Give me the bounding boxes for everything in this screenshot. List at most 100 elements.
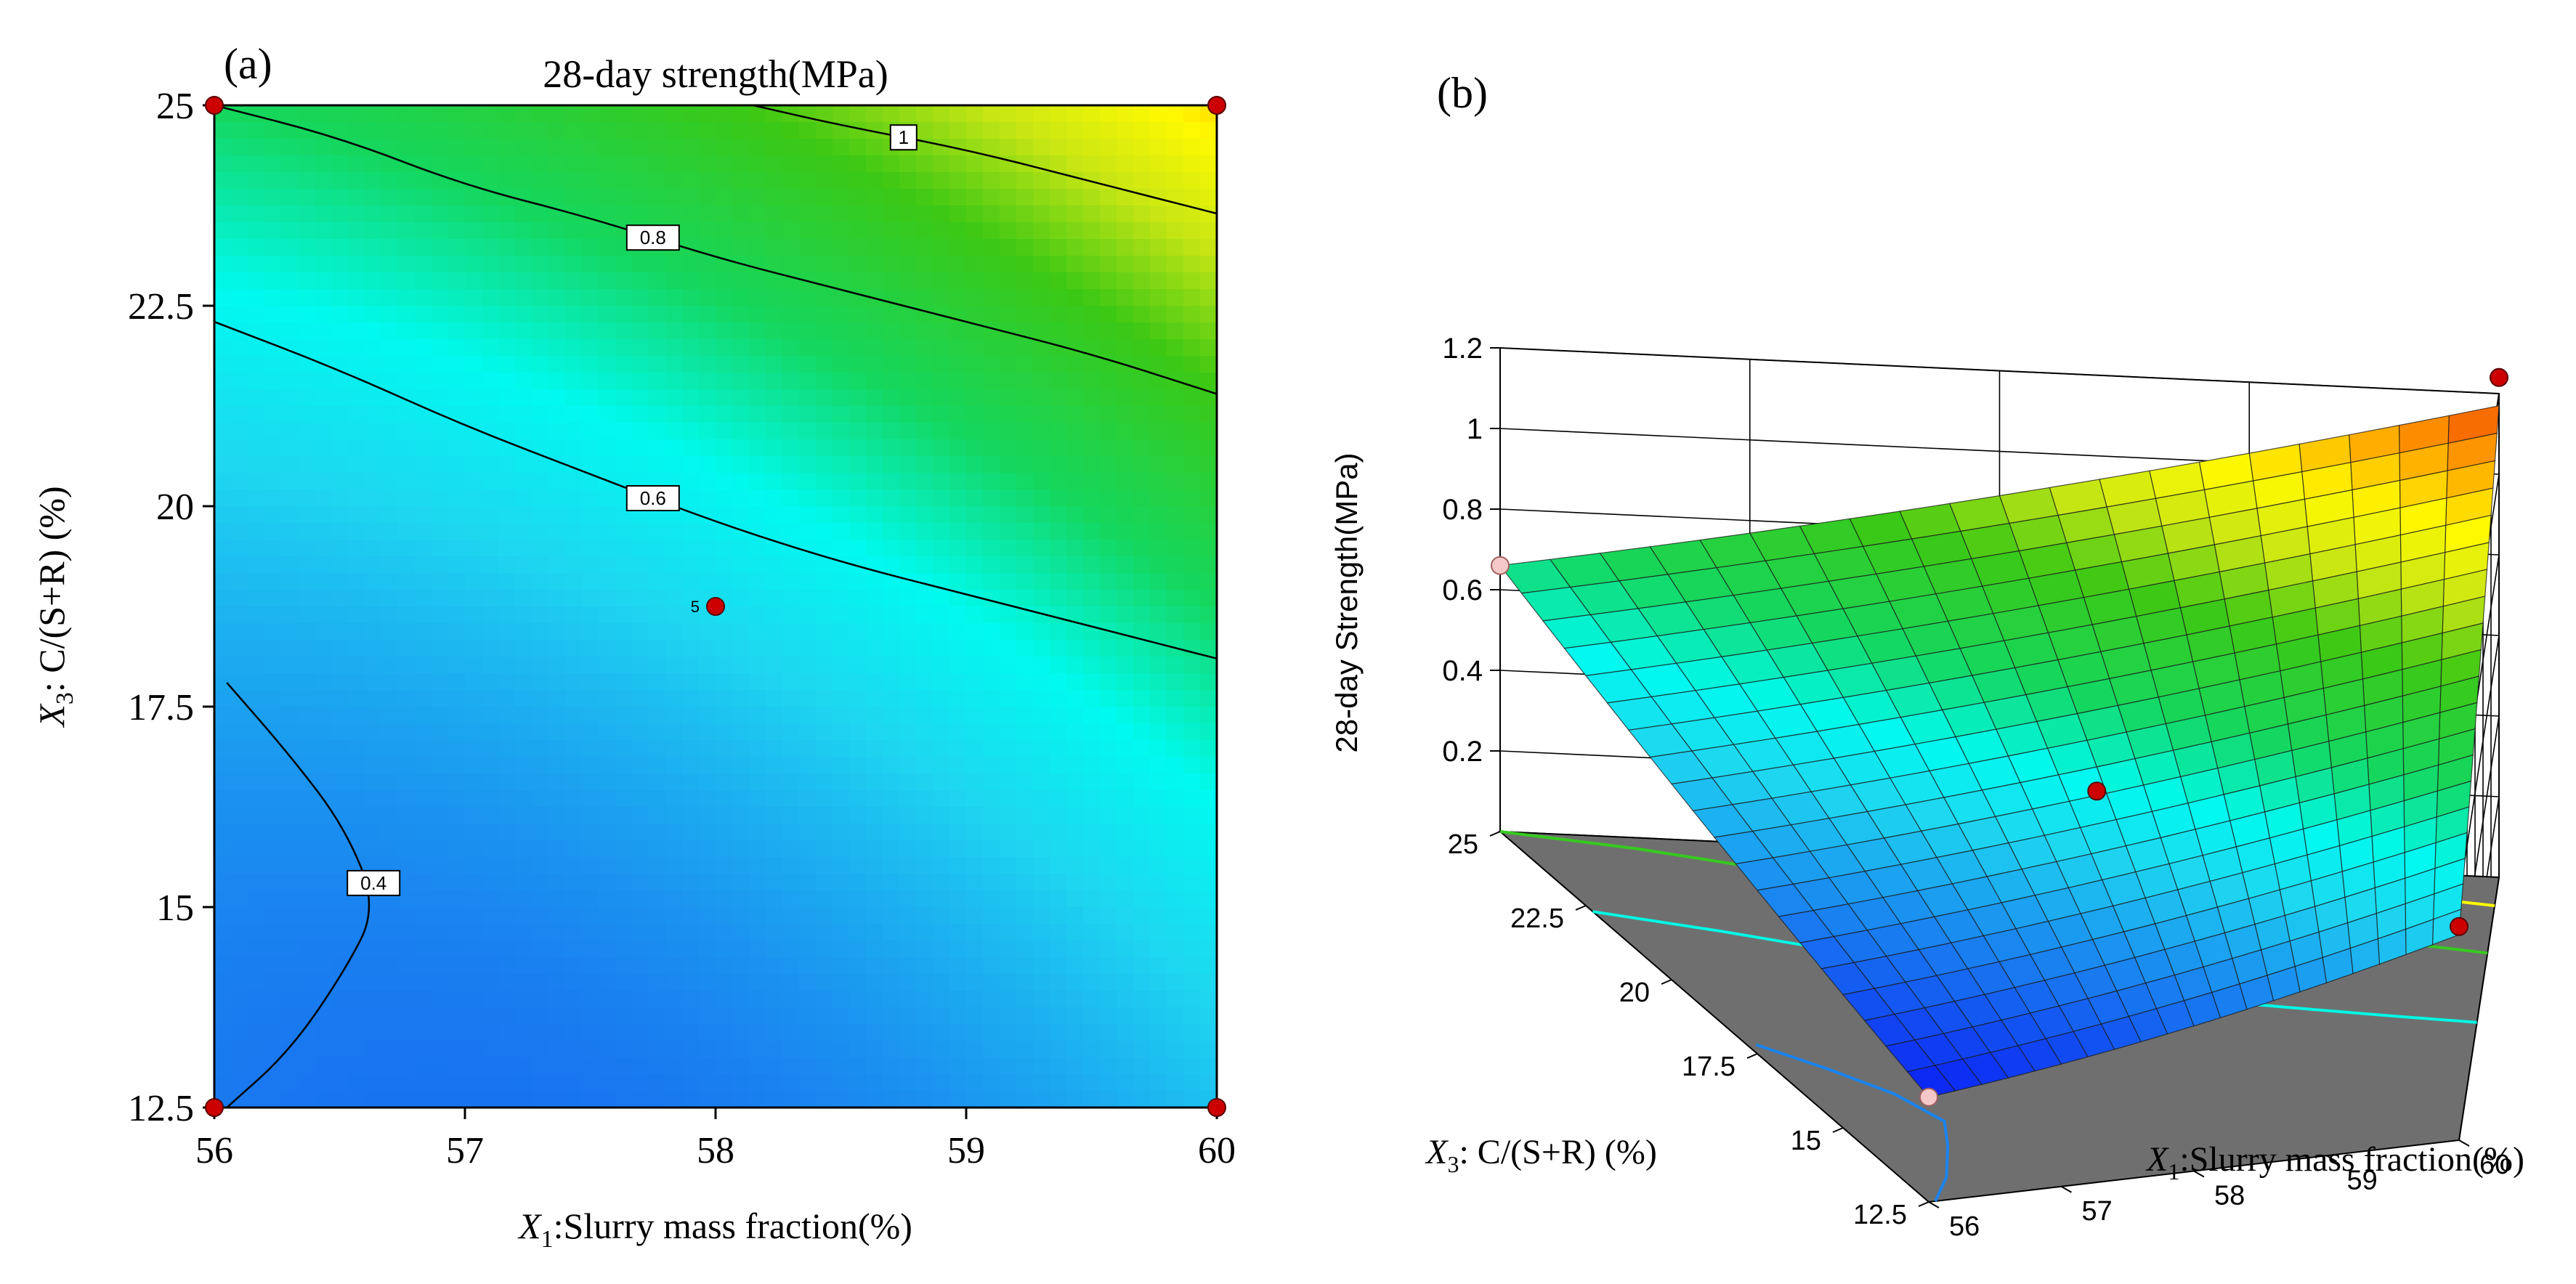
- heatmap-cell: [231, 857, 248, 874]
- heatmap-cell: [983, 790, 1000, 808]
- heatmap-cell: [1133, 740, 1151, 757]
- heatmap-cell: [331, 673, 349, 691]
- heatmap-cell: [966, 673, 984, 691]
- heatmap-cell: [983, 773, 1000, 791]
- heatmap-cell: [749, 991, 766, 1008]
- heatmap-cell: [933, 1041, 950, 1058]
- heatmap-cell: [665, 673, 683, 691]
- heatmap-cell: [933, 272, 950, 290]
- heatmap-cell: [532, 940, 549, 958]
- heatmap-cell: [1050, 1091, 1067, 1108]
- heatmap-cell: [816, 556, 833, 574]
- heatmap-cell: [1150, 1041, 1167, 1058]
- heatmap-cell: [532, 272, 549, 290]
- heatmap-cell: [432, 389, 449, 407]
- heatmap-cell: [949, 606, 967, 624]
- heatmap-cell: [833, 991, 850, 1008]
- heatmap-cell: [883, 222, 900, 240]
- heatmap-cell: [515, 306, 532, 323]
- heatmap-cell: [615, 991, 633, 1008]
- heatmap-cell: [732, 206, 750, 223]
- heatmap-cell: [298, 623, 315, 641]
- heatmap-cell: [248, 356, 265, 373]
- heatmap-cell: [1117, 890, 1134, 908]
- heatmap-cell: [766, 373, 783, 390]
- heatmap-cell: [665, 857, 683, 874]
- heatmap-cell: [1066, 172, 1084, 190]
- heatmap-cell: [799, 907, 817, 925]
- heatmap-cell: [315, 1074, 332, 1092]
- heatmap-cell: [465, 740, 482, 757]
- heatmap-cell: [649, 707, 666, 724]
- heatmap-cell: [1133, 105, 1151, 123]
- heatmap-cell: [548, 991, 566, 1008]
- heatmap-cell: [766, 940, 783, 958]
- heatmap-cell: [331, 406, 349, 423]
- heatmap-cell: [665, 907, 683, 925]
- heatmap-cell: [599, 523, 616, 540]
- heatmap-cell: [1050, 807, 1067, 824]
- heatmap-cell: [749, 189, 766, 206]
- x1-tick-label: 57: [2082, 1196, 2113, 1227]
- heatmap-cell: [448, 322, 466, 340]
- heatmap-cell: [532, 456, 549, 474]
- heatmap-cell: [281, 206, 299, 223]
- heatmap-cell: [248, 155, 265, 173]
- heatmap-cell: [365, 189, 382, 206]
- heatmap-cell: [448, 155, 466, 173]
- heatmap-cell: [1200, 306, 1217, 323]
- heatmap-cell: [1083, 540, 1101, 557]
- heatmap-cell: [615, 1091, 633, 1108]
- heatmap-cell: [1083, 206, 1101, 223]
- heatmap-cell: [565, 991, 583, 1008]
- heatmap-cell: [248, 857, 265, 874]
- heatmap-cell: [866, 206, 883, 223]
- heatmap-cell: [933, 423, 950, 440]
- heatmap-cell: [415, 1024, 432, 1041]
- heatmap-cell: [682, 857, 700, 874]
- heatmap-cell: [415, 1007, 432, 1025]
- heatmap-cell: [599, 974, 616, 991]
- heatmap-cell: [415, 189, 432, 206]
- heatmap-cell: [1117, 924, 1134, 941]
- heatmap-cell: [264, 322, 282, 340]
- heatmap-cell: [866, 389, 883, 407]
- heatmap-cell: [298, 139, 315, 156]
- heatmap-cell: [1150, 657, 1167, 674]
- heatmap-cell: [465, 1024, 482, 1041]
- heatmap-cell: [632, 523, 649, 540]
- heatmap-cell: [565, 723, 583, 741]
- heatmap-cell: [348, 924, 365, 941]
- heatmap-cell: [298, 540, 315, 557]
- heatmap-cell: [298, 757, 315, 774]
- heatmap-cell: [348, 189, 365, 206]
- heatmap-cell: [398, 590, 416, 607]
- heatmap-cell: [482, 373, 499, 390]
- heatmap-cell: [498, 824, 516, 841]
- heatmap-cell: [799, 573, 817, 590]
- heatmap-cell: [632, 974, 649, 991]
- heatmap-cell: [415, 322, 432, 340]
- heatmap-cell: [1050, 289, 1067, 306]
- heatmap-cell: [716, 991, 733, 1008]
- heatmap-cell: [415, 306, 432, 323]
- heatmap-cell: [365, 222, 382, 240]
- heatmap-cell: [883, 757, 900, 774]
- heatmap-cell: [766, 991, 783, 1008]
- heatmap-cell: [498, 940, 516, 958]
- heatmap-cell: [716, 322, 733, 340]
- heatmap-cell: [749, 723, 766, 741]
- heatmap-cell: [866, 890, 883, 908]
- heatmap-cell: [214, 957, 232, 975]
- heatmap-cell: [1133, 890, 1151, 908]
- heatmap-cell: [632, 807, 649, 824]
- heatmap-cell: [782, 606, 800, 624]
- heatmap-cell: [1117, 640, 1134, 657]
- heatmap-cell: [1066, 189, 1084, 206]
- heatmap-cell: [448, 1024, 466, 1041]
- heatmap-cell: [632, 272, 649, 290]
- heatmap-cell: [1133, 991, 1151, 1008]
- heatmap-cell: [816, 1091, 833, 1108]
- heatmap-cell: [1183, 1057, 1201, 1075]
- heatmap-cell: [1200, 790, 1217, 808]
